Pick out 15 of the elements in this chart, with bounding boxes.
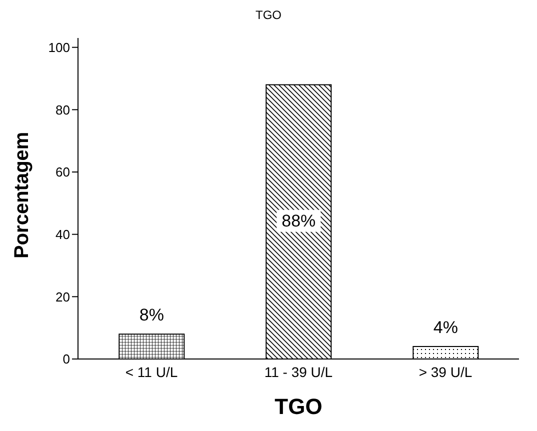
x-tick-label: < 11 U/L	[125, 364, 178, 380]
x-axis-title: TGO	[274, 394, 324, 420]
y-tick-label: 60	[56, 164, 70, 180]
x-tick-label: > 39 U/L	[418, 364, 472, 380]
y-tick-label: 20	[56, 289, 70, 304]
y-tick-label: 80	[56, 102, 70, 118]
data-label: 88%	[282, 211, 316, 230]
chart-title: TGO	[254, 8, 282, 24]
y-tick-label: 100	[48, 40, 70, 55]
y-tick-label: 0	[62, 352, 70, 367]
y-tick-label: 40	[56, 226, 70, 242]
data-label: 8%	[139, 306, 164, 325]
y-axis-title: Porcentagem	[11, 132, 34, 258]
x-tick-label: 11 - 39 U/L	[264, 364, 333, 380]
data-label: 4%	[433, 318, 458, 338]
